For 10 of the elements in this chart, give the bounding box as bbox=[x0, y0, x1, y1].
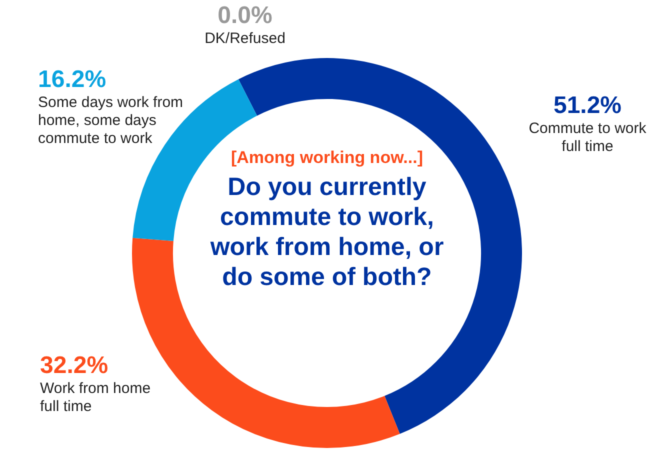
data-label: 51.2% bbox=[552, 92, 623, 120]
text: [Among working now...] bbox=[230, 148, 424, 168]
data-label: 32.2% bbox=[40, 352, 110, 380]
text: 0.0% bbox=[218, 2, 272, 29]
slice-label: Work from home full time bbox=[40, 380, 152, 416]
text: Do you currently commute to work, work from home, or do some of both? bbox=[209, 172, 445, 292]
slice-label: Commute to work full time bbox=[528, 120, 648, 156]
slice-label: Some days work from home, some days commute to work bbox=[38, 94, 184, 148]
data-label: 16.2% bbox=[38, 66, 108, 94]
category-label: DK/Refused bbox=[204, 30, 286, 47]
